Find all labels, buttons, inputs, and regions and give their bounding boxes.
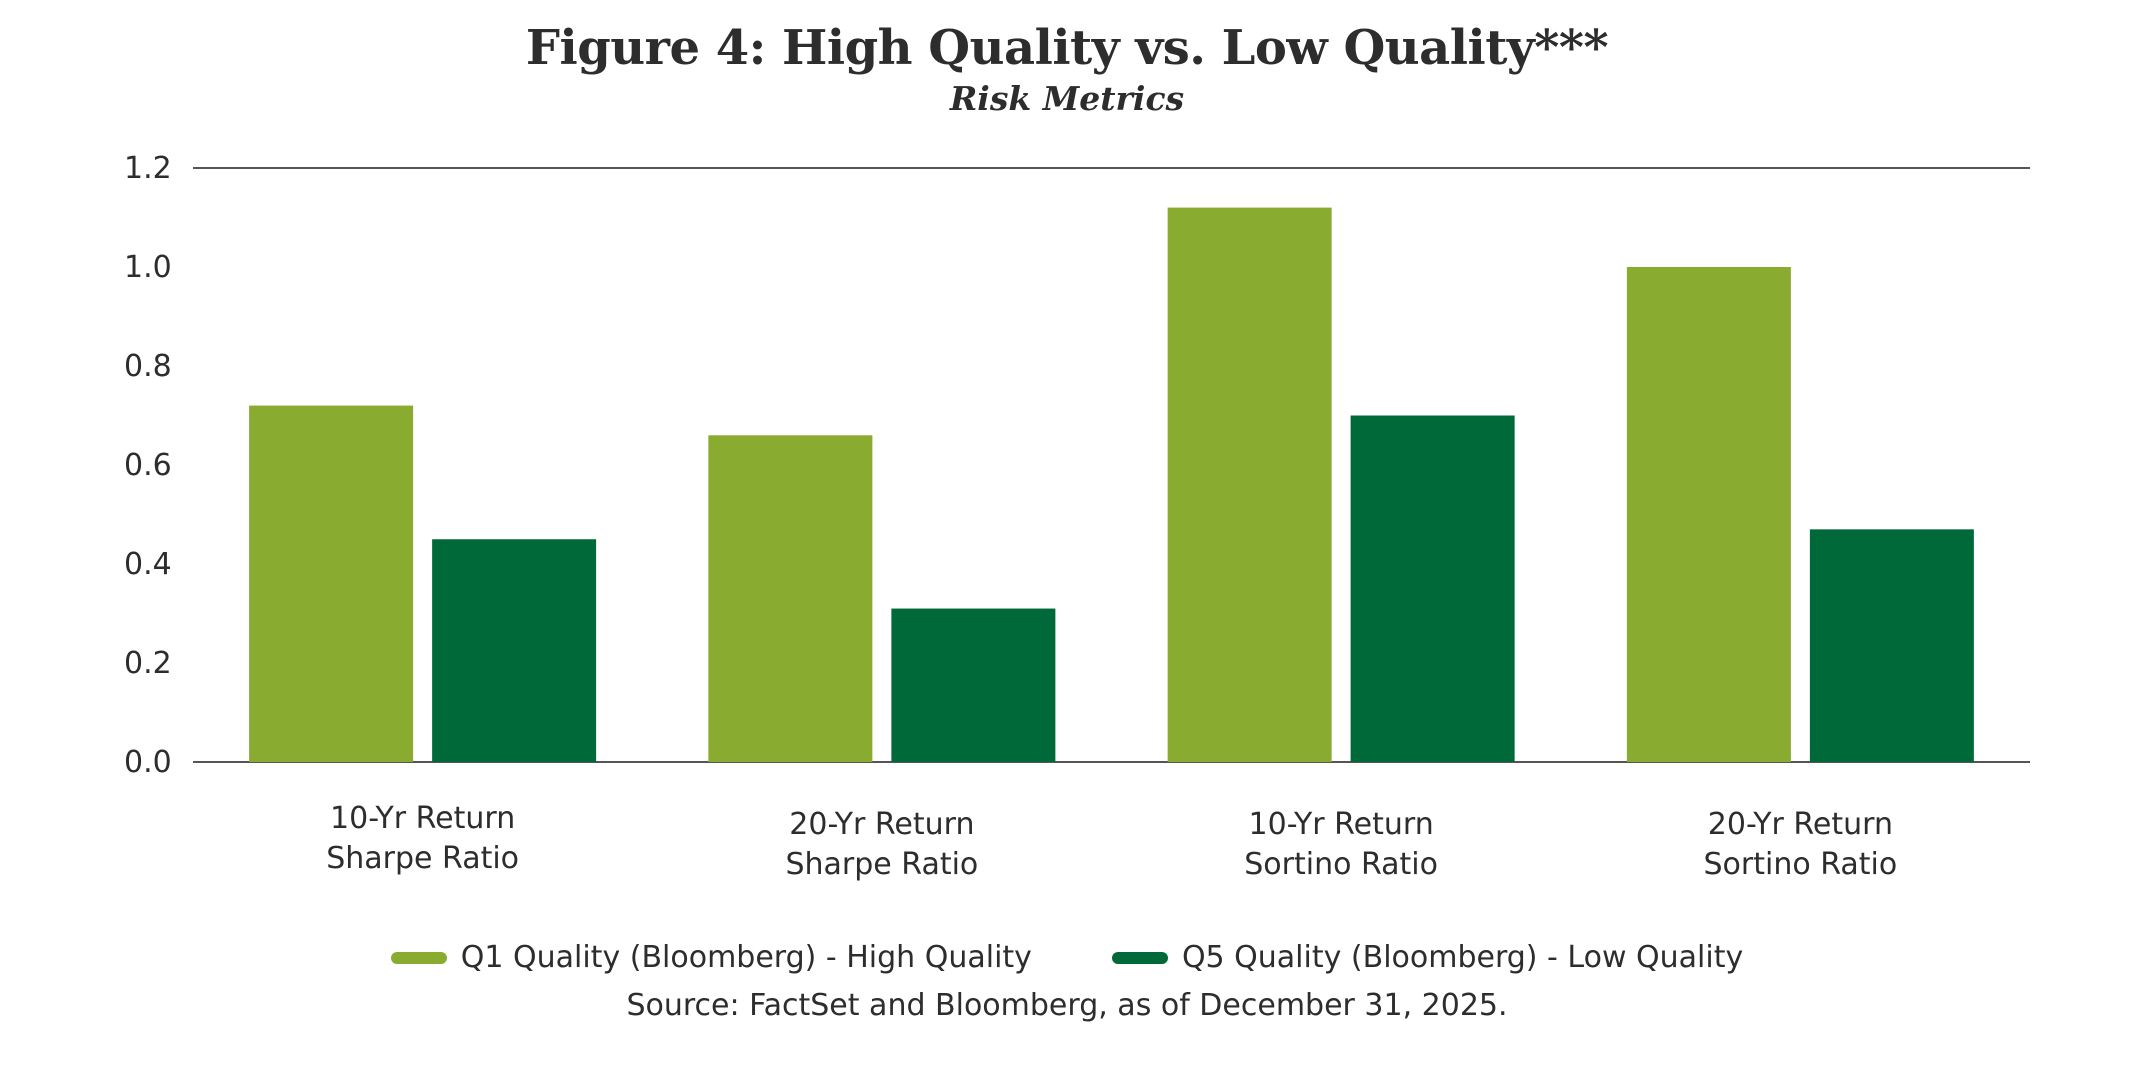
x-category-label: Sharpe Ratio <box>785 847 978 882</box>
legend-item-high-quality: Q1 Quality (Bloomberg) - High Quality <box>390 940 1032 975</box>
y-tick-label: 1.2 <box>124 151 172 186</box>
title-block: Figure 4: High Quality vs. Low Quality**… <box>0 18 2134 120</box>
bar-high-quality <box>249 405 414 762</box>
x-category-label: 10-Yr Return <box>330 801 515 836</box>
bar-low-quality <box>1809 529 1974 762</box>
legend-item-low-quality: Q5 Quality (Bloomberg) - Low Quality <box>1111 940 1744 975</box>
chart-subtitle: Risk Metrics <box>949 79 1185 118</box>
x-category-label: 20-Yr Return <box>1708 807 1893 842</box>
y-tick-label: 0.0 <box>124 745 172 780</box>
legend: Q1 Quality (Bloomberg) - High Quality Q5… <box>0 940 2134 975</box>
chart-title: Figure 4: High Quality vs. Low Quality**… <box>525 20 1609 76</box>
y-tick-label: 1.0 <box>124 250 172 285</box>
x-category-label: 10-Yr Return <box>1249 807 1434 842</box>
legend-label-high-quality: Q1 Quality (Bloomberg) - High Quality <box>460 940 1032 975</box>
bar-low-quality <box>891 608 1056 762</box>
legend-swatch-high-quality <box>390 951 447 964</box>
source-note: Source: FactSet and Bloomberg, as of Dec… <box>626 988 1508 1023</box>
y-tick-label: 0.2 <box>124 646 172 681</box>
bar-high-quality <box>1626 267 1791 762</box>
legend-label-low-quality: Q5 Quality (Bloomberg) - Low Quality <box>1181 940 1744 975</box>
x-category-label: 20-Yr Return <box>789 807 974 842</box>
bar-high-quality <box>708 435 873 762</box>
bar-low-quality <box>432 539 597 762</box>
bar-high-quality <box>1167 207 1332 763</box>
x-category-label: Sortino Ratio <box>1244 847 1438 882</box>
legend-swatch-low-quality <box>1111 951 1168 964</box>
y-tick-label: 0.4 <box>124 547 172 582</box>
y-tick-label: 0.8 <box>124 349 172 384</box>
x-category-label: Sharpe Ratio <box>326 841 519 876</box>
y-tick-label: 0.6 <box>124 448 172 483</box>
x-category-label: Sortino Ratio <box>1703 847 1897 882</box>
bar-low-quality <box>1350 415 1515 762</box>
